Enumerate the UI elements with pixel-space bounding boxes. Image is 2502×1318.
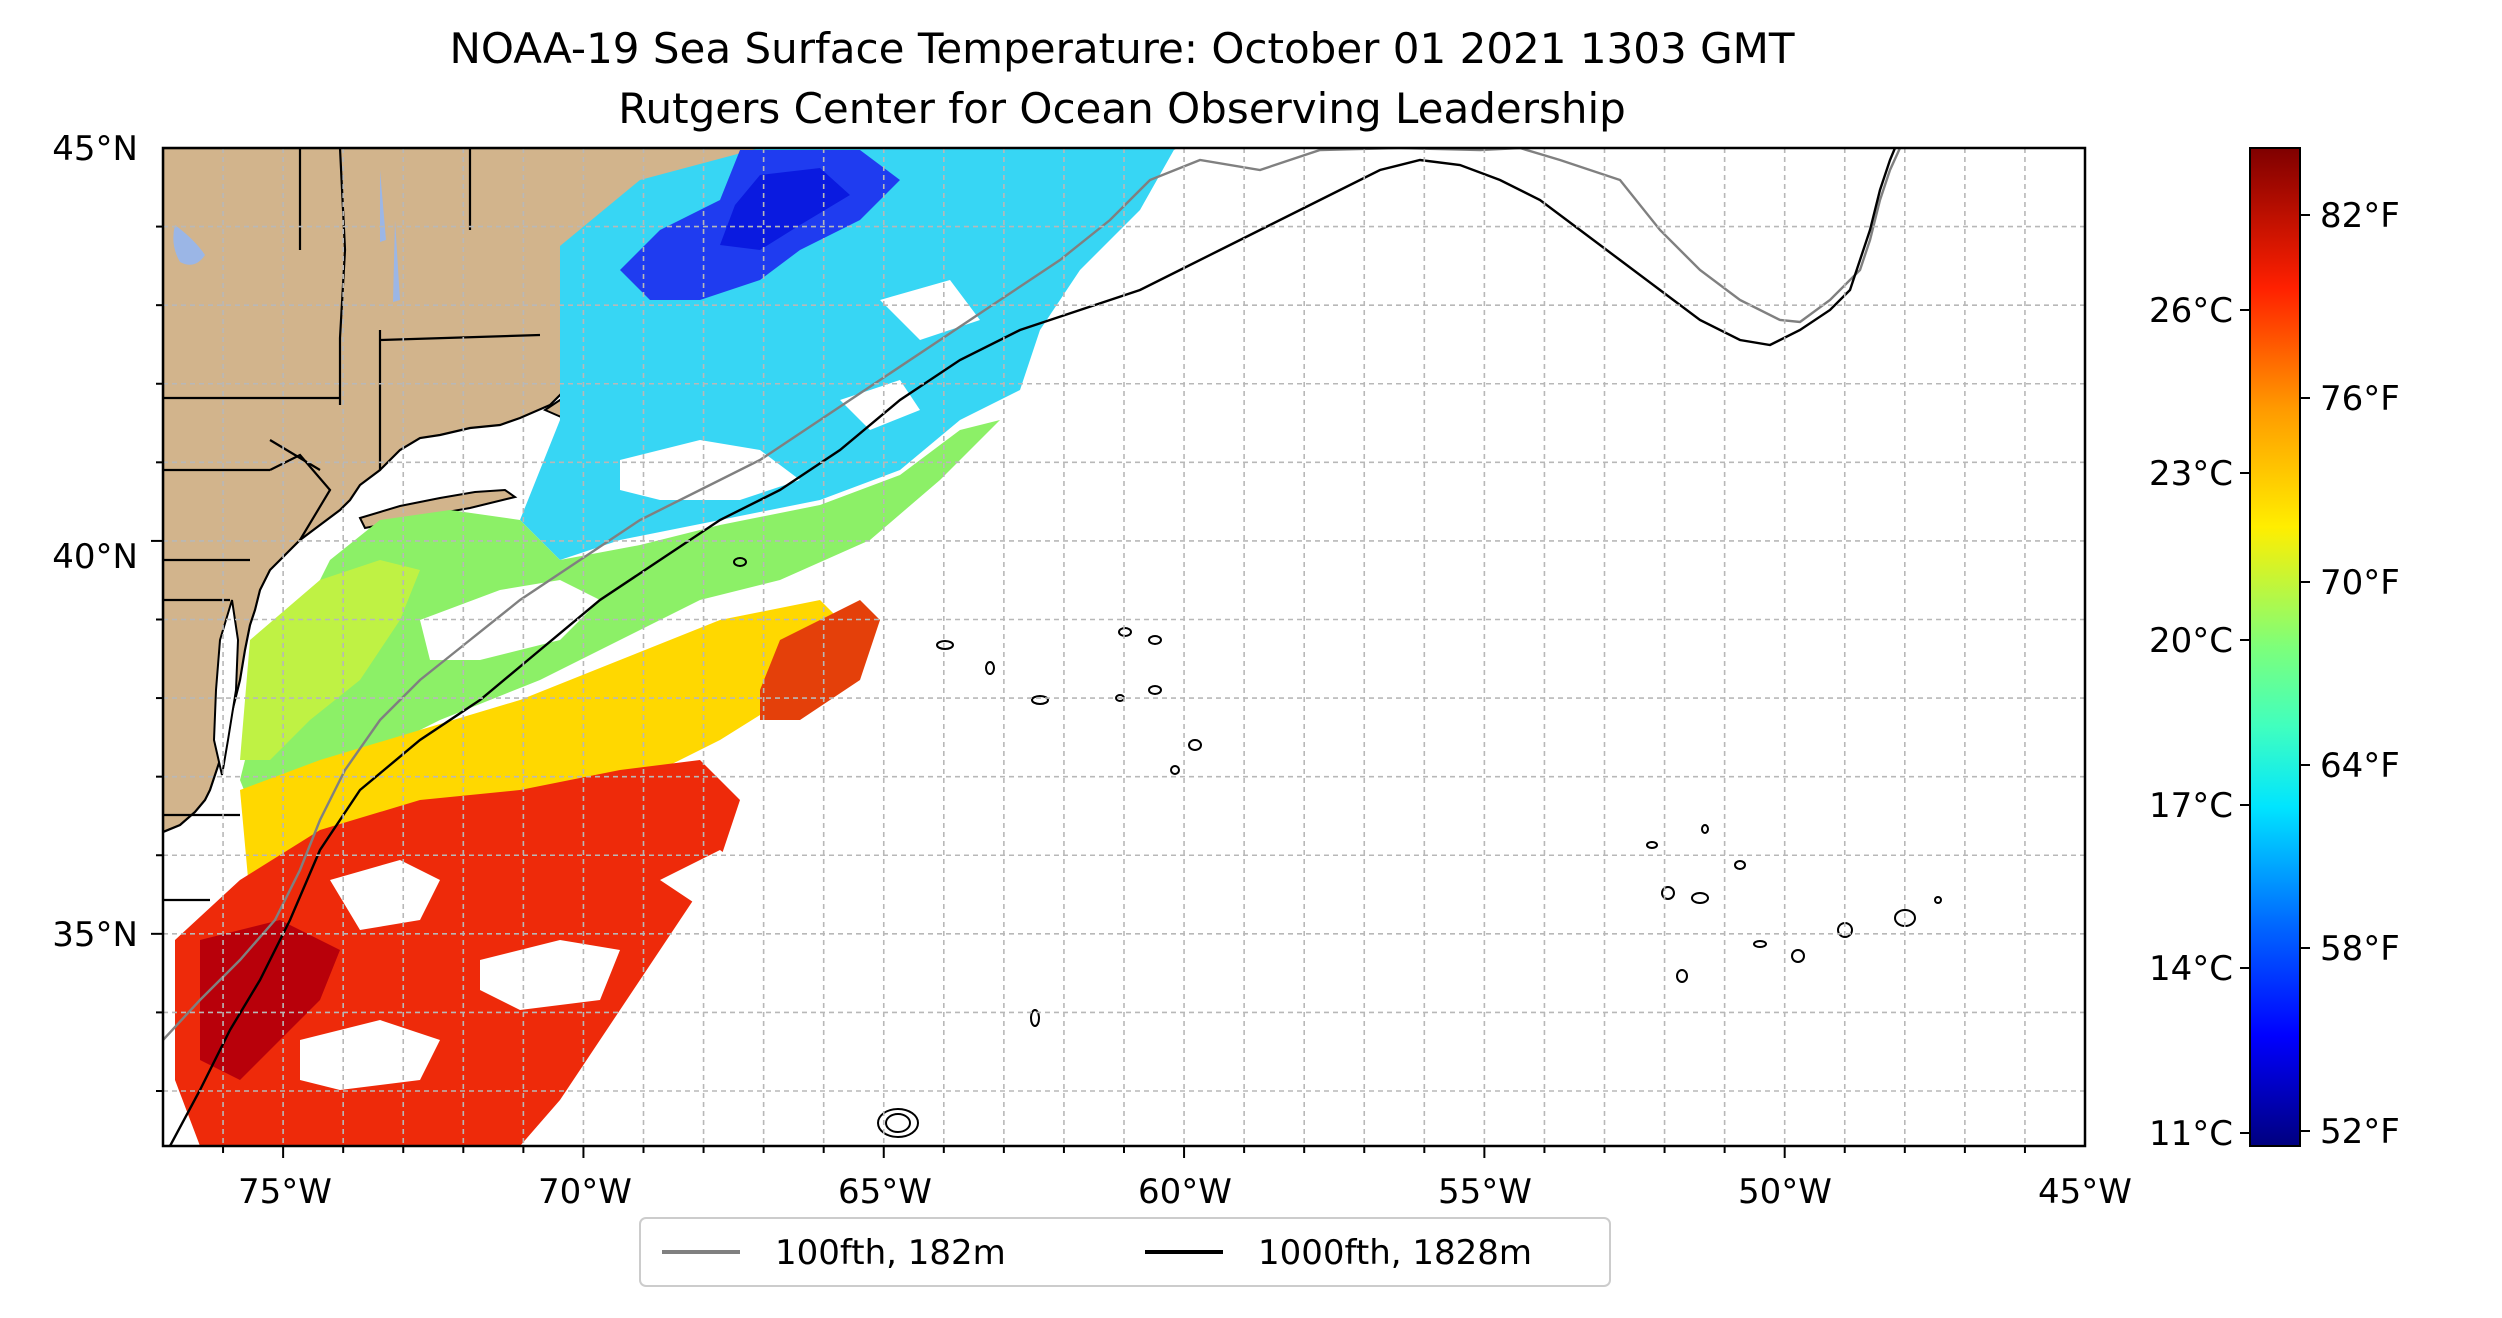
colorbar-fahrenheit-label: 58°F [2320, 929, 2400, 969]
sst-swath-very-hot [200, 920, 340, 1080]
colorbar-celsius-ticks [2240, 309, 2250, 1134]
legend-box [639, 1217, 1611, 1287]
x-tick-label: 65°W [838, 1172, 932, 1212]
isobath-100fth [163, 148, 1902, 1041]
x-tick-label: 60°W [1138, 1172, 1232, 1212]
sst-swath-cold-patch [720, 168, 850, 250]
y-tick-label: 45°N [52, 129, 138, 169]
x-axis-labels: 75°W 70°W 65°W 60°W 55°W 50°W 45°W [238, 1172, 2132, 1212]
seamounts [733, 557, 1942, 1138]
figure-title-line2: Rutgers Center for Ocean Observing Leade… [618, 84, 1626, 133]
legend-label-1000fth: 1000fth, 1828m [1258, 1233, 1532, 1273]
delmarva-peninsula [212, 599, 240, 776]
sst-swath-green [240, 560, 420, 760]
colorbar-gradient [2249, 147, 2301, 1147]
isobath-1000fth [168, 148, 1897, 1146]
map-legend: 100fth, 182m 1000fth, 1828m [639, 1217, 1611, 1287]
sst-swath-hot-ne [760, 600, 880, 720]
y-tick-label: 40°N [52, 537, 138, 577]
map-gridlines [163, 148, 2085, 1146]
colorbar-fahrenheit-label: 64°F [2320, 746, 2400, 786]
x-tick-label: 50°W [1738, 1172, 1832, 1212]
x-tick-label: 70°W [538, 1172, 632, 1212]
colorbar-celsius-label: 11°C [2149, 1114, 2233, 1154]
sst-swath-mid [240, 420, 1000, 830]
state-borders [163, 148, 541, 902]
map-panel [163, 148, 2085, 1146]
map-axis-ticks [151, 225, 2026, 1158]
y-tick-label: 35°N [52, 915, 138, 955]
colorbar-celsius-label: 26°C [2149, 291, 2233, 331]
x-tick-label: 55°W [1438, 1172, 1532, 1212]
colorbar-fahrenheit-label: 70°F [2320, 563, 2400, 603]
colorbar-fahrenheit-label: 52°F [2320, 1112, 2400, 1152]
y-axis-labels: 35°N 40°N 45°N [52, 129, 138, 955]
colorbar-celsius-label: 14°C [2149, 949, 2233, 989]
colorbar-celsius-label: 17°C [2149, 786, 2233, 826]
colorbar-fahrenheit-ticks [2300, 214, 2310, 1132]
colorbar-celsius-label: 23°C [2149, 454, 2233, 494]
colorbar-fahrenheit-label: 76°F [2320, 379, 2400, 419]
x-tick-label: 75°W [238, 1172, 332, 1212]
colorbar-fahrenheit-label: 82°F [2320, 196, 2400, 236]
x-tick-label: 45°W [2038, 1172, 2132, 1212]
legend-label-100fth: 100fth, 182m [775, 1233, 1006, 1273]
figure-title-line1: NOAA-19 Sea Surface Temperature: October… [449, 24, 1794, 73]
colorbar-celsius-label: 20°C [2149, 621, 2233, 661]
colorbar: 26°C 23°C 20°C 17°C 14°C 11°C 82°F 76°F … [2149, 147, 2400, 1154]
